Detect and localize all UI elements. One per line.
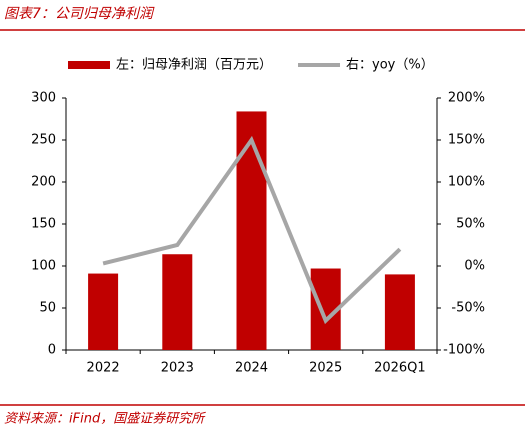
source: 资料来源：iFind，国盛证券研究所 xyxy=(4,411,206,427)
x-tick-label: 2026Q1 xyxy=(374,361,426,376)
x-tick-label: 2025 xyxy=(309,361,342,376)
x-tick-label: 2023 xyxy=(161,361,194,376)
y-tick-label: 300 xyxy=(31,91,56,106)
y-tick-label: 100 xyxy=(31,259,56,274)
legend-swatch xyxy=(68,61,110,69)
y2-tick-label: -100% xyxy=(443,343,485,358)
y-tick-label: 200 xyxy=(31,175,56,190)
bar xyxy=(384,274,415,350)
chart-title: 图表7：公司归母净利润 xyxy=(4,6,155,22)
y2-tick-label: 100% xyxy=(448,175,485,190)
x-tick-label: 2024 xyxy=(235,361,268,376)
y2-tick-label: 150% xyxy=(448,133,485,148)
line xyxy=(102,135,402,325)
bar xyxy=(88,273,119,350)
y2-tick-label: -50% xyxy=(451,301,485,316)
y2-tick-label: 50% xyxy=(456,217,485,232)
x-tick-label: 2022 xyxy=(87,361,120,376)
y-tick-label: 50 xyxy=(39,301,56,316)
bar xyxy=(162,254,193,350)
legend-label: 左：归母净利润（百万元） xyxy=(116,58,272,73)
bar xyxy=(236,111,267,350)
y-tick-label: 250 xyxy=(31,133,56,148)
y2-tick-label: 200% xyxy=(448,91,485,106)
y-tick-label: 150 xyxy=(31,217,56,232)
y2-tick-label: 0% xyxy=(464,259,485,274)
y-tick-label: 0 xyxy=(48,343,56,358)
legend-label: 右：yoy（%） xyxy=(346,58,434,73)
